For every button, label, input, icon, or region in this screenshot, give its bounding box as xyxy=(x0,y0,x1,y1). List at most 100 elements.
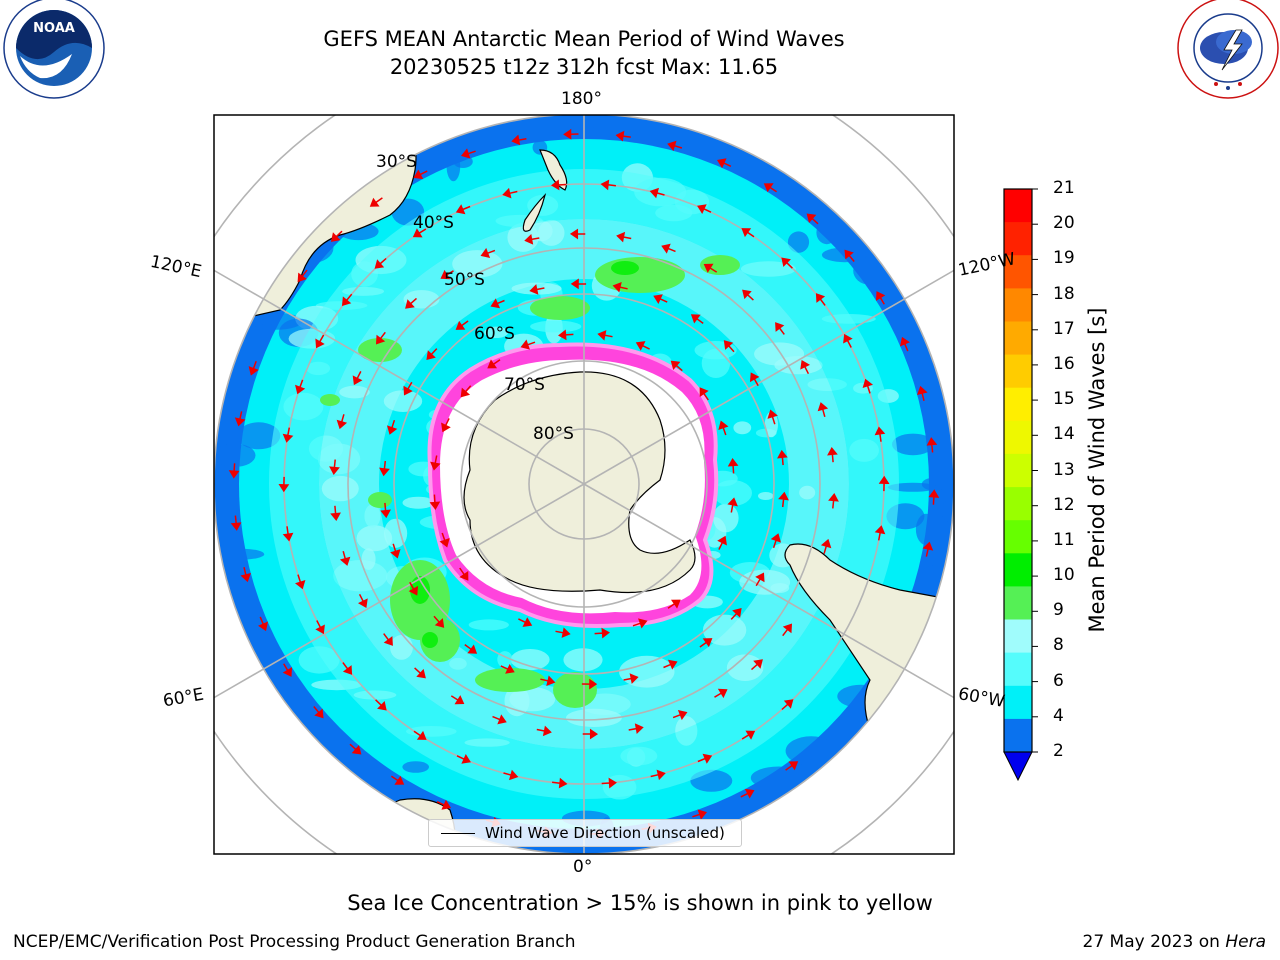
direction-arrow xyxy=(459,567,469,581)
direction-arrow xyxy=(403,381,413,396)
direction-arrow xyxy=(551,179,567,191)
wave-period-patch xyxy=(712,480,753,506)
direction-arrow xyxy=(282,663,293,677)
direction-arrow xyxy=(917,385,928,401)
direction-arrow xyxy=(601,777,617,789)
direction-arrow xyxy=(430,455,441,471)
wave-period-patch xyxy=(563,648,603,672)
wave-period-patch xyxy=(940,499,954,523)
direction-arrow xyxy=(375,699,387,711)
colorbar-swatch xyxy=(1004,453,1032,488)
direction-arrow xyxy=(615,130,631,142)
direction-arrow xyxy=(844,249,855,262)
wave-period-patch xyxy=(887,482,939,492)
direction-arrow xyxy=(749,372,760,387)
meridian-line xyxy=(583,269,954,485)
direction-arrow xyxy=(742,289,754,301)
direction-arrow xyxy=(248,360,259,376)
colorbar-swatch xyxy=(1004,288,1032,323)
direction-arrow xyxy=(667,599,681,609)
direction-arrow xyxy=(383,633,393,646)
direction-arrow xyxy=(570,278,587,290)
direction-arrow xyxy=(439,532,450,548)
direction-arrow xyxy=(777,449,788,466)
direction-arrow xyxy=(413,169,428,180)
direction-arrow xyxy=(828,493,839,509)
meridian-line xyxy=(583,483,954,699)
direction-arrow xyxy=(555,627,571,638)
wave-period-patch xyxy=(402,761,430,773)
direction-arrow xyxy=(740,788,755,799)
direction-arrow xyxy=(718,420,729,436)
direction-arrow xyxy=(502,187,518,199)
wave-period-patch xyxy=(510,649,550,671)
colorbar-tick-label: 6 xyxy=(1053,670,1064,691)
map-title: GEFS MEAN Antarctic Mean Period of Wind … xyxy=(323,27,845,51)
map-frame xyxy=(213,114,955,855)
direction-arrow xyxy=(782,623,793,637)
direction-arrow xyxy=(330,230,343,242)
direction-arrow xyxy=(875,291,886,305)
direction-arrow xyxy=(563,128,579,140)
direction-arrow xyxy=(928,489,940,505)
direction-arrow xyxy=(817,402,829,417)
direction-arrow xyxy=(667,140,683,152)
footer-timestamp: 27 May 2023 on Hera xyxy=(1083,932,1267,952)
direction-arrow xyxy=(240,567,251,583)
wave-period-patch xyxy=(892,433,934,456)
direction-arrow xyxy=(600,179,616,191)
colorbar-tick-label: 18 xyxy=(1053,283,1075,304)
colorbar-swatch xyxy=(1004,387,1032,422)
direction-arrow xyxy=(380,502,391,519)
colorbar-tick-label: 2 xyxy=(1053,741,1064,761)
direction-arrow xyxy=(690,314,704,325)
colorbar-tick-label: 15 xyxy=(1053,389,1075,410)
wave-period-patch xyxy=(214,443,256,467)
wave-period-patch xyxy=(713,503,739,533)
direction-arrow xyxy=(278,476,290,493)
direction-arrow xyxy=(390,775,405,785)
direction-arrow xyxy=(429,494,441,510)
direction-arrow xyxy=(815,293,826,306)
meridian-line xyxy=(214,269,585,485)
colorbar-tick-label: 10 xyxy=(1053,565,1075,586)
wave-period-patch xyxy=(816,220,838,245)
new-zealand-land xyxy=(522,149,568,232)
direction-arrow xyxy=(874,426,886,442)
wave-period-patch xyxy=(758,492,774,500)
direction-arrow xyxy=(672,709,688,721)
colorbar-extend-arrow xyxy=(1003,751,1033,782)
colorbar-tick-label: 4 xyxy=(1053,705,1064,726)
direction-arrow xyxy=(464,643,478,654)
colorbar-swatch xyxy=(1004,354,1032,389)
wave-period-patch xyxy=(453,155,473,168)
direction-arrow xyxy=(697,204,712,214)
direction-arrow xyxy=(369,197,383,207)
direction-arrow xyxy=(650,769,666,781)
direction-arrow xyxy=(763,183,778,193)
lon-label-0: 0° xyxy=(573,857,593,877)
direction-arrow xyxy=(342,662,353,675)
colorbar-tick-label: 19 xyxy=(1053,248,1075,269)
direction-arrow xyxy=(628,723,644,735)
direction-arrow xyxy=(781,699,794,711)
direction-arrow xyxy=(663,659,678,670)
direction-arrow xyxy=(670,360,683,372)
direction-arrow xyxy=(487,359,501,369)
colorbar-tick-label: 14 xyxy=(1053,424,1075,445)
direction-arrow xyxy=(781,257,793,269)
direction-arrow xyxy=(455,320,469,330)
wave-period-patch xyxy=(587,115,630,130)
colorbar-swatch xyxy=(1004,586,1032,621)
noaa-logo: NOAA xyxy=(3,0,105,99)
footer-credit: NCEP/EMC/Verification Post Processing Pr… xyxy=(13,932,576,952)
colorbar-tick-label: 16 xyxy=(1053,353,1075,374)
direction-arrow xyxy=(500,664,515,674)
direction-arrow xyxy=(699,638,713,648)
lat-label-70s: 70°S xyxy=(504,375,545,395)
direction-arrow xyxy=(730,607,742,620)
colorbar-swatch xyxy=(1004,255,1032,289)
direction-arrow xyxy=(806,213,819,225)
direction-arrow xyxy=(616,231,632,243)
sea-ice-note: Sea Ice Concentration > 15% is shown in … xyxy=(347,891,933,915)
